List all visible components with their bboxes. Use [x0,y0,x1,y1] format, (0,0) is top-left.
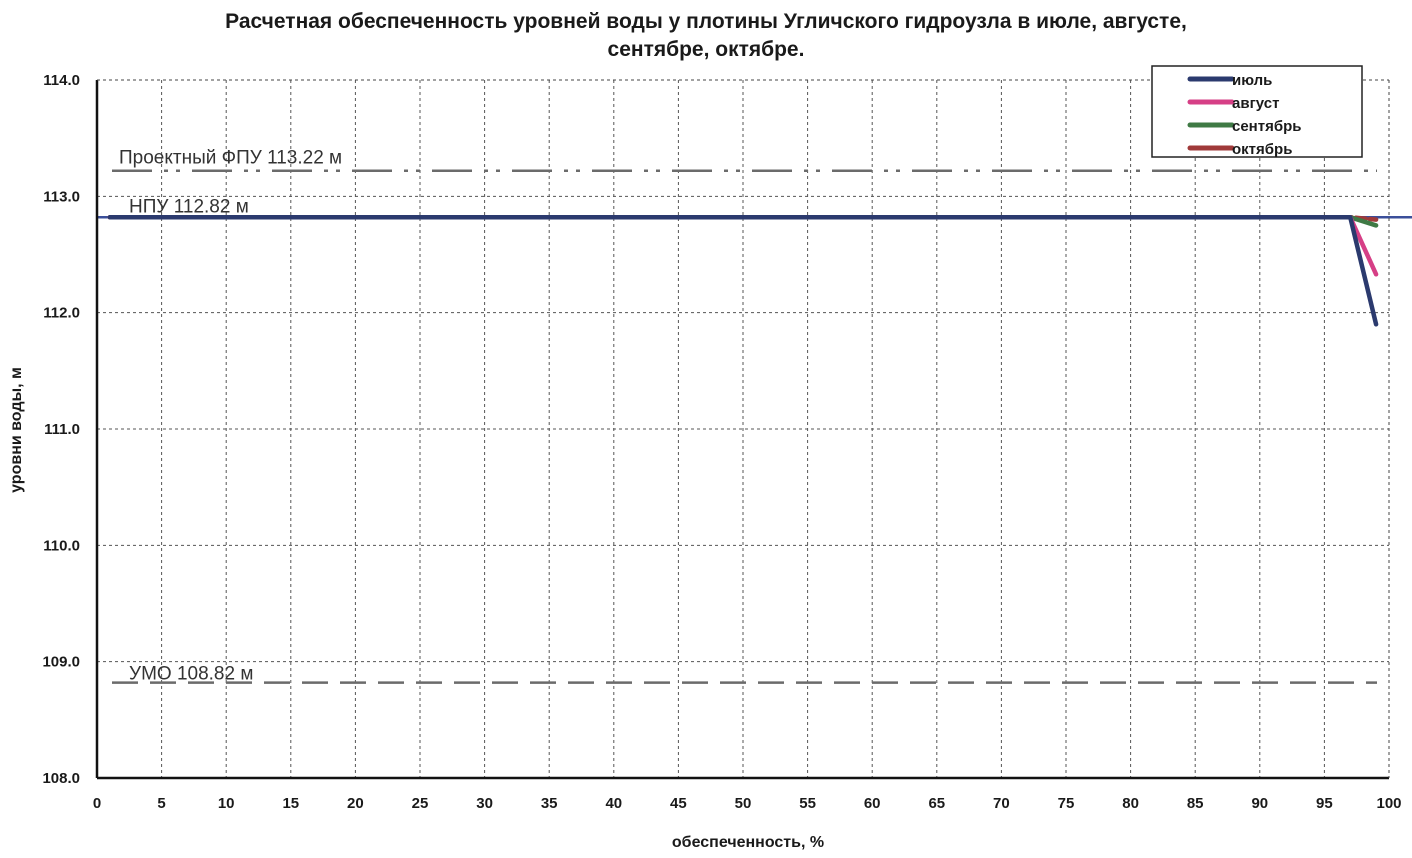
y-tick-label: 114.0 [43,72,80,89]
x-tick-label: 10 [218,795,235,812]
x-tick-label: 35 [541,795,558,812]
legend: июль август сентябрь октябрь [1151,65,1363,158]
y-tick-label: 113.0 [43,188,80,205]
x-tick-label: 15 [282,795,299,812]
legend-label: июль [1232,72,1272,89]
legend-label: август [1232,95,1279,112]
x-tick-label: 90 [1251,795,1268,812]
chart-title-line-1: Расчетная обеспеченность уровней воды у … [225,10,1187,33]
y-tick-label: 112.0 [43,305,80,322]
x-tick-label: 65 [928,795,945,812]
chart-title-line-2: сентябре, октябре. [607,38,805,61]
x-tick-label: 25 [412,795,429,812]
x-tick-label: 45 [670,795,687,812]
series-line [107,215,1379,327]
x-tick-label: 60 [864,795,881,812]
x-tick-label: 0 [93,795,101,812]
chart-title: Расчетная обеспеченность уровней воды у … [0,8,1412,64]
reference-line-label: УМО 108.82 м [129,664,253,685]
y-axis-title: уровни воды, м [8,367,25,493]
x-tick-label: 85 [1187,795,1204,812]
x-tick-label: 5 [157,795,165,812]
x-tick-label: 75 [1058,795,1075,812]
legend-box [1151,65,1363,158]
x-tick-label: 70 [993,795,1010,812]
x-axis-title: обеспеченность, % [672,834,824,851]
y-tick-label: 109.0 [42,654,80,671]
reference-line-label: НПУ 112.82 м [129,196,249,217]
legend-label: октябрь [1232,141,1292,158]
grid [97,79,1390,778]
tick-labels: 0 5 10 15 20 25 30 35 40 45 50 55 60 65 70 75 80 85 90 95 10… [42,72,1401,812]
x-tick-label: 55 [799,795,816,812]
x-tick-label: 50 [735,795,752,812]
x-tick-label: 100 [1376,795,1401,812]
data-series [107,215,1379,327]
y-tick-label: 108.0 [42,770,80,787]
y-tick-label: 111.0 [44,421,80,438]
reference-lines: Проектный ФПУ 113.22 м НПУ 112.82 м УМО 10… [97,148,1412,685]
x-tick-label: 95 [1316,795,1333,812]
x-tick-label: 20 [347,795,364,812]
x-tick-label: 80 [1122,795,1139,812]
reference-line-label: Проектный ФПУ 113.22 м [119,148,342,169]
x-tick-label: 30 [476,795,493,812]
y-tick-label: 110.0 [43,537,80,554]
legend-label: сентябрь [1232,118,1302,135]
x-tick-label: 40 [605,795,622,812]
